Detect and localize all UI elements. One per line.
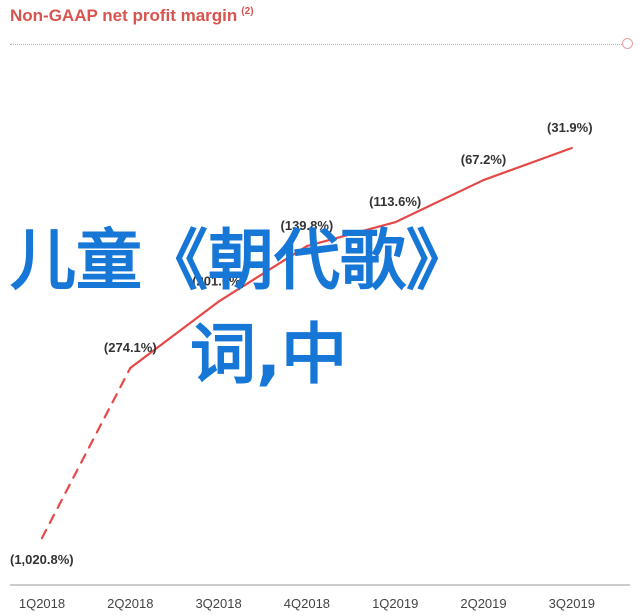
data-label: (31.9%) (547, 120, 593, 135)
series-segment (305, 221, 397, 248)
x-tick-label: 3Q2018 (195, 596, 241, 611)
data-label: (201.0%) (192, 274, 245, 289)
data-label: (274.1%) (104, 340, 157, 355)
series-line (40, 146, 573, 540)
series-segment (482, 146, 573, 182)
data-label: (113.6%) (369, 194, 421, 209)
data-label: (1,020.8%) (10, 552, 74, 567)
data-label: (67.2%) (461, 152, 507, 167)
divider-end-dot (622, 38, 633, 49)
data-labels: (1,020.8%) (274.1%) (201.0%) (139.8%) (113.6… (10, 120, 593, 567)
x-tick-label: 2Q2019 (460, 596, 506, 611)
chart-title: Non-GAAP net profit margin (2) (10, 6, 254, 26)
series-segment (394, 178, 485, 224)
chart-title-note: (2) (241, 6, 254, 18)
series-segment (129, 300, 220, 370)
x-tick-label: 4Q2018 (284, 596, 330, 611)
title-divider (10, 44, 630, 45)
series-segment (40, 366, 132, 540)
x-tick-label: 3Q2019 (549, 596, 595, 611)
x-tick-labels: 1Q2018 2Q2018 3Q2018 4Q2018 1Q2019 2Q2019 3Q20… (19, 596, 595, 611)
x-tick-label: 2Q2018 (107, 596, 153, 611)
series-segment (217, 244, 308, 303)
overlay-text-line1: 儿童《朝代歌》 (10, 222, 472, 299)
overlay-text-line2: 词,中 (190, 316, 348, 393)
x-tick-label: 1Q2019 (372, 596, 418, 611)
chart-title-text: Non-GAAP net profit margin (10, 6, 238, 25)
x-tick-label: 1Q2018 (19, 596, 65, 611)
data-label: (139.8%) (281, 218, 334, 233)
